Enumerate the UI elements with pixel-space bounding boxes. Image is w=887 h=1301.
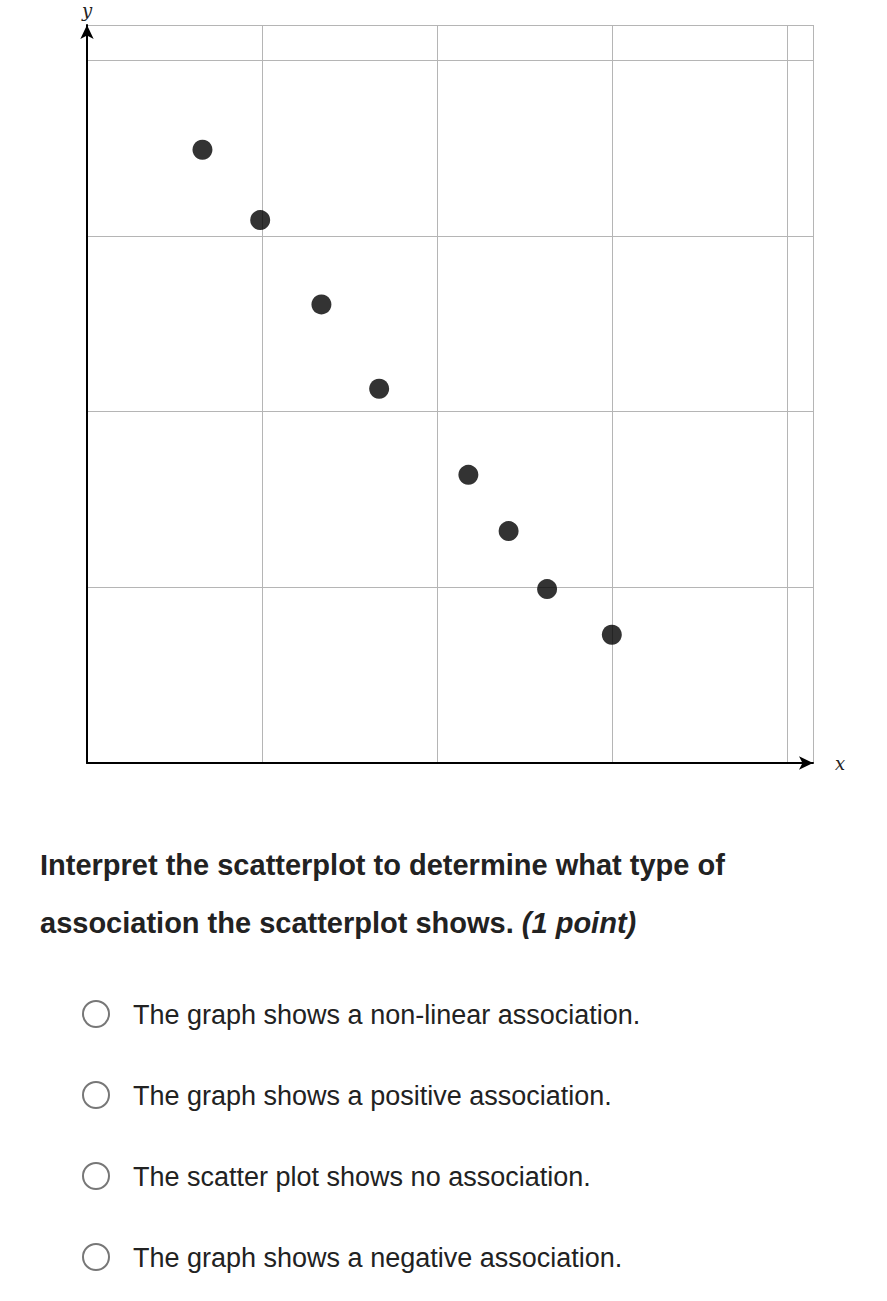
html-text:The graph shows a negative ass: The graph shows a negative association. — [133, 1243, 623, 1273]
html-text:The graph shows a non-linear a: The graph shows a non-linear association… — [133, 1000, 641, 1030]
svg-text:x: x — [835, 753, 845, 774]
html-text:The scatter plot shows no asso: The scatter plot shows no association. — [133, 1162, 591, 1192]
html-text:Interpret the scatterplot to d: Interpret the scatterplot to determine w… — [40, 849, 725, 939]
html-text:The graph shows a positive ass: The graph shows a positive association. — [133, 1081, 612, 1111]
svg-text:y: y — [81, 0, 93, 21]
